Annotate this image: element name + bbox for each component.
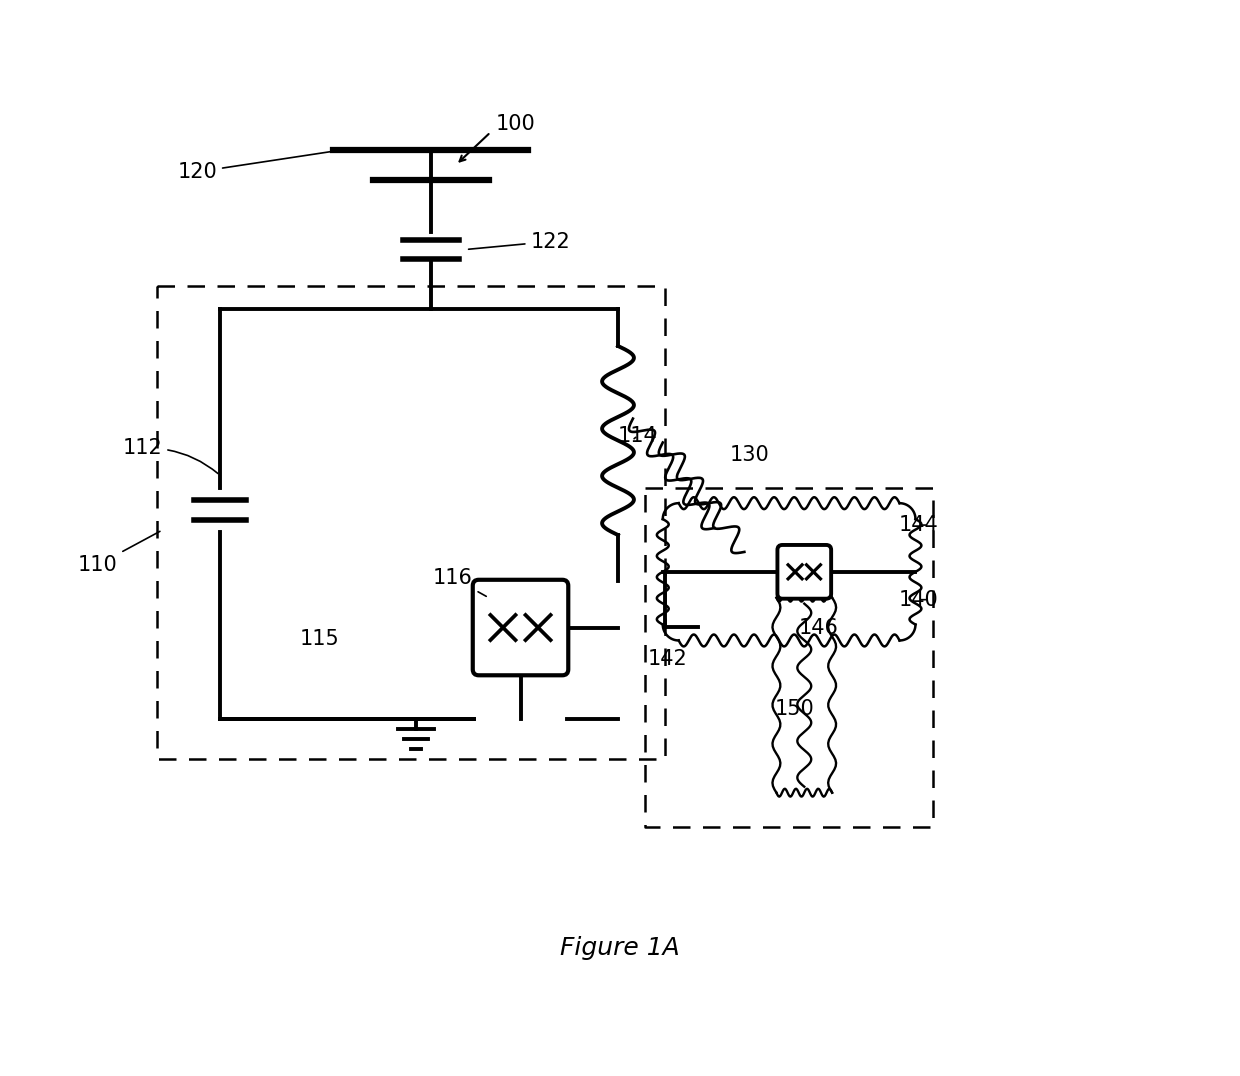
Text: 115: 115 bbox=[300, 629, 340, 650]
Text: 150: 150 bbox=[774, 699, 813, 719]
Text: 146: 146 bbox=[799, 618, 839, 638]
FancyBboxPatch shape bbox=[472, 580, 568, 676]
Text: 116: 116 bbox=[433, 568, 486, 596]
FancyBboxPatch shape bbox=[777, 544, 831, 598]
Text: 144: 144 bbox=[899, 515, 939, 535]
Text: 112: 112 bbox=[123, 438, 218, 473]
Text: 114: 114 bbox=[618, 425, 657, 445]
Text: 120: 120 bbox=[177, 151, 339, 182]
Text: 140: 140 bbox=[899, 590, 939, 610]
Text: 100: 100 bbox=[496, 114, 536, 134]
Text: 110: 110 bbox=[78, 532, 160, 575]
Text: 122: 122 bbox=[469, 231, 570, 252]
Text: Figure 1A: Figure 1A bbox=[560, 936, 680, 960]
Text: 130: 130 bbox=[729, 445, 769, 466]
Text: 142: 142 bbox=[647, 650, 688, 669]
